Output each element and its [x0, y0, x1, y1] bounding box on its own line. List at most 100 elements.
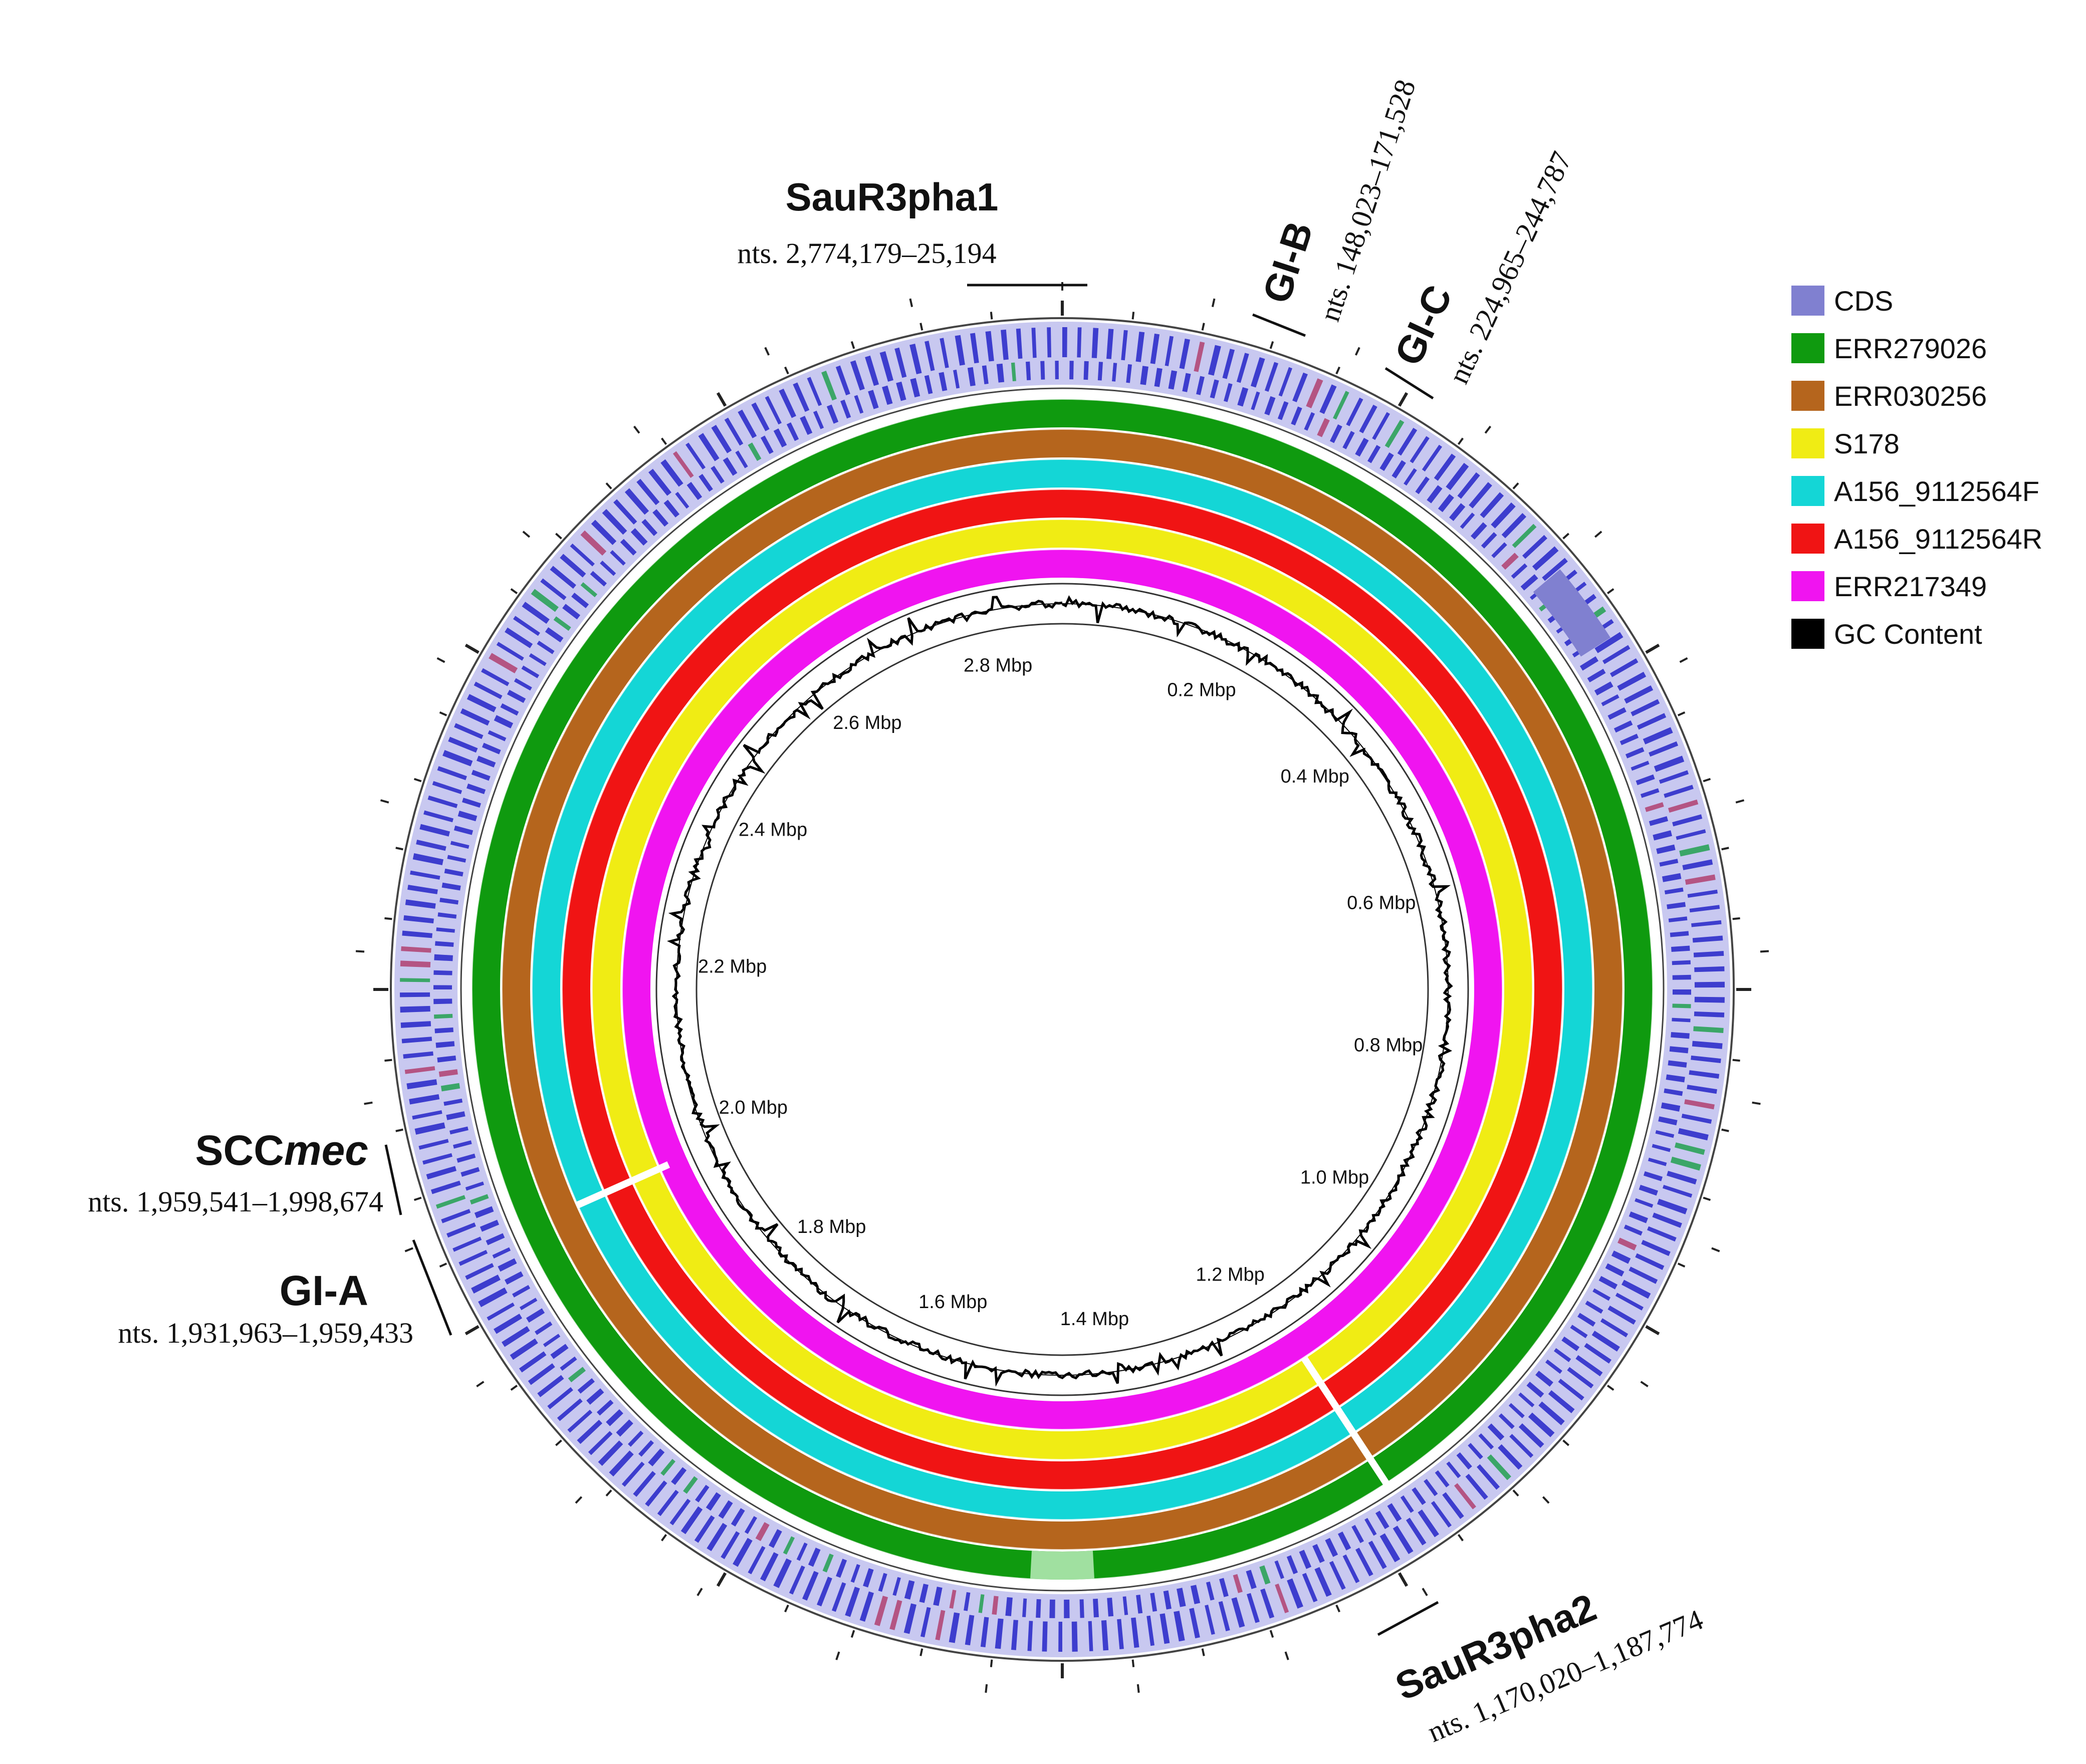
- cds-feature: [882, 385, 893, 405]
- cds-feature: [1591, 1331, 1620, 1352]
- cds-feature: [427, 795, 458, 809]
- cds-feature: [1140, 366, 1148, 385]
- region-gib: GI-B nts. 148,023–171,528: [1252, 76, 1422, 337]
- cds-feature: [437, 912, 457, 919]
- cds-feature: [850, 360, 865, 391]
- cds-feature: [933, 1587, 943, 1606]
- cds-feature: [621, 1461, 645, 1487]
- region-gia-title: GI-A: [280, 1267, 368, 1314]
- cds-feature: [660, 459, 683, 487]
- tick-mark: [1512, 1489, 1519, 1497]
- cds-feature: [675, 491, 689, 509]
- region-gib-title: GI-B: [1254, 216, 1321, 308]
- cds-feature: [1667, 1170, 1697, 1185]
- cds-feature: [863, 1568, 874, 1588]
- cds-feature: [1520, 574, 1538, 591]
- cds-feature: [738, 409, 757, 438]
- cds-feature: [1036, 1599, 1041, 1618]
- cds-feature: [1194, 341, 1205, 372]
- scale-label: 1.2 Mbp: [1196, 1265, 1265, 1286]
- cds-feature: [1146, 1615, 1154, 1646]
- outer-scale-tick: [575, 1496, 583, 1504]
- tick-mark: [1269, 341, 1274, 349]
- scale-label: 2.0 Mbp: [719, 1097, 788, 1118]
- tick-mark: [1131, 1659, 1135, 1667]
- cds-feature: [1449, 503, 1466, 522]
- cds-feature: [1274, 1560, 1284, 1579]
- tick-mark: [1512, 482, 1519, 489]
- outer-scale-tick: [633, 425, 640, 434]
- outer-scale-tick: [1640, 1381, 1649, 1388]
- outer-scale-tick: [476, 1381, 485, 1388]
- cds-feature: [878, 1573, 887, 1592]
- cds-feature: [435, 1041, 455, 1048]
- tick-mark: [605, 1489, 612, 1497]
- cds-feature: [567, 1409, 593, 1433]
- cds-feature: [1664, 1088, 1683, 1096]
- cds-feature: [1306, 378, 1323, 408]
- cds-feature: [652, 509, 669, 527]
- tick-mark: [1721, 847, 1729, 851]
- cds-feature: [1676, 829, 1706, 840]
- tick-mark: [1606, 1384, 1614, 1391]
- tick-mark: [1131, 312, 1135, 320]
- cds-feature: [1624, 685, 1654, 704]
- outer-scale-tick: [1752, 1101, 1761, 1105]
- cds-feature: [519, 1298, 538, 1311]
- tick-mark: [1201, 1648, 1205, 1656]
- cds-feature: [1498, 1444, 1523, 1470]
- cds-feature: [889, 1600, 902, 1630]
- cds-feature: [400, 978, 430, 982]
- gc-content-track: [655, 583, 1469, 1396]
- outer-scale-tick: [1284, 1651, 1289, 1660]
- cds-feature: [630, 528, 648, 546]
- cds-feature: [1246, 1593, 1260, 1623]
- cds-feature: [868, 390, 879, 409]
- cds-feature: [446, 1111, 466, 1120]
- cds-feature: [1329, 424, 1342, 443]
- outer-scale-tick: [404, 1247, 413, 1252]
- legend-label: A156_9112564R: [1834, 523, 2042, 555]
- cds-feature: [442, 750, 473, 767]
- cds-feature: [1275, 1583, 1289, 1614]
- cds-feature: [407, 885, 438, 894]
- cds-feature: [1231, 1597, 1245, 1628]
- cds-feature: [826, 404, 839, 424]
- tick-mark: [510, 588, 518, 595]
- legend-swatch: [1791, 286, 1824, 316]
- cds-feature: [1355, 437, 1369, 457]
- cds-feature: [1058, 1621, 1062, 1652]
- cds-feature: [1434, 453, 1456, 481]
- region-sau1-title: SauR3pha1: [786, 175, 999, 219]
- tick-mark: [555, 533, 562, 540]
- cds-feature: [553, 616, 571, 631]
- cds-feature: [1359, 404, 1377, 433]
- cds-feature: [1648, 1157, 1667, 1166]
- cds-feature: [967, 367, 976, 386]
- outer-scale-tick: [1760, 950, 1769, 953]
- cds-feature: [1535, 1370, 1553, 1387]
- cds-feature: [1668, 1060, 1687, 1068]
- cds-feature: [1617, 671, 1647, 691]
- cds-feature: [1457, 472, 1480, 499]
- cds-feature: [1097, 362, 1103, 381]
- cds-feature: [1640, 788, 1660, 798]
- cds-feature: [854, 395, 864, 414]
- cds-feature: [695, 1484, 710, 1502]
- tick-mark: [605, 482, 612, 489]
- cds-feature: [669, 1498, 691, 1526]
- cds-feature: [1299, 1550, 1312, 1569]
- cds-feature: [786, 422, 799, 441]
- cds-feature: [624, 488, 649, 515]
- cds-feature: [519, 1351, 547, 1373]
- cds-feature: [526, 1308, 545, 1323]
- tick-mark: [1606, 588, 1614, 595]
- cds-feature: [437, 766, 467, 781]
- outer-scale-tick: [1735, 799, 1745, 804]
- cds-feature: [400, 1021, 431, 1028]
- cds-feature: [453, 825, 474, 835]
- cds-feature: [896, 381, 906, 401]
- cds-feature: [904, 1580, 915, 1600]
- ring-separator: [531, 458, 1594, 1521]
- cds-feature: [698, 433, 720, 461]
